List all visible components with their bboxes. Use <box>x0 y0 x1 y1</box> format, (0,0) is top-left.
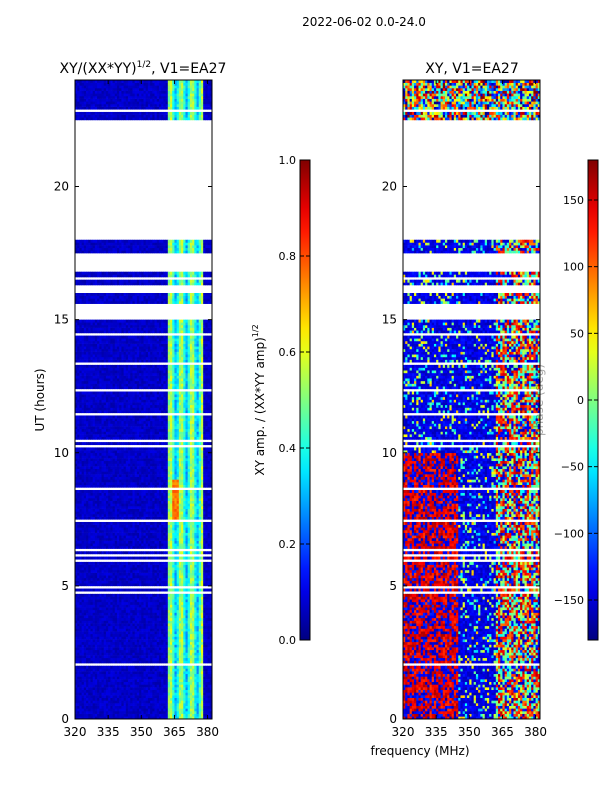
amplitude-panel-title: XY/(XX*YY)1/2, V1=EA27 <box>60 60 227 77</box>
figure-suptitle: 2022-06-02 0.0-24.0 <box>302 15 426 29</box>
figure: 2022-06-02 0.0-24.0 XY/(XX*YY)1/2, V1=EA… <box>0 0 600 800</box>
amplitude-panel: XY/(XX*YY)1/2, V1=EA27 320 335 350 365 380 0… <box>33 60 226 739</box>
amplitude-heatmap <box>75 80 212 719</box>
